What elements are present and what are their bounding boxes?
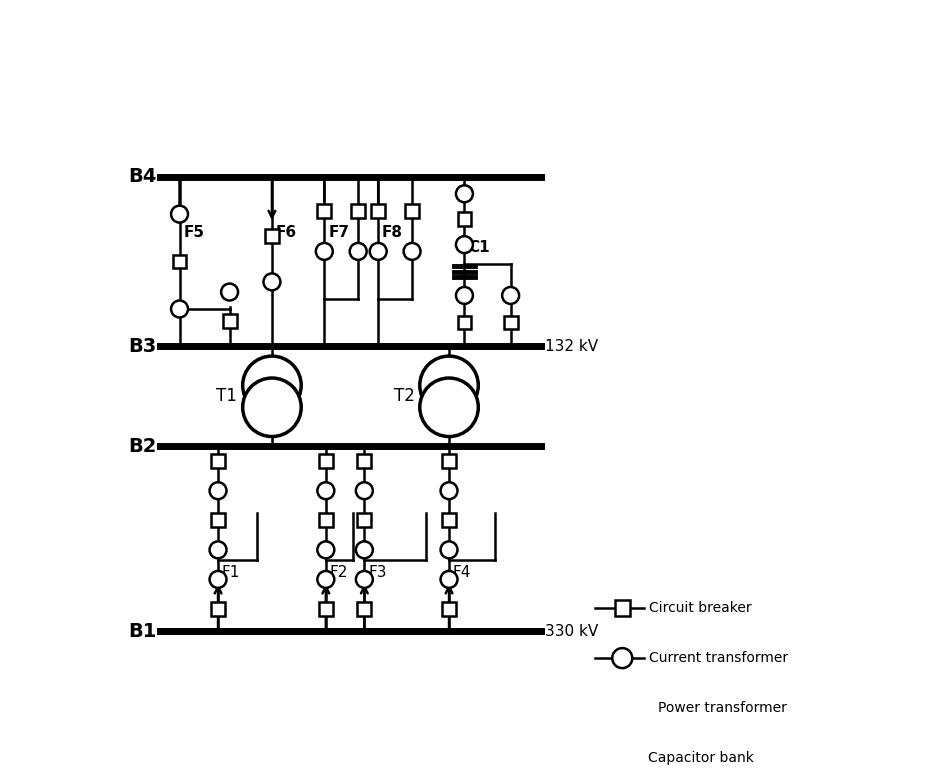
Bar: [357, 513, 371, 527]
Circle shape: [440, 571, 458, 588]
Circle shape: [356, 482, 373, 499]
Circle shape: [440, 482, 458, 499]
Bar: [614, 601, 630, 616]
Text: F8: F8: [382, 224, 403, 240]
Circle shape: [264, 273, 280, 290]
Text: C1: C1: [468, 240, 490, 255]
Bar: [371, 204, 385, 217]
Text: F5: F5: [183, 224, 204, 240]
Bar: [357, 454, 371, 468]
Circle shape: [315, 243, 333, 260]
Circle shape: [356, 541, 373, 558]
Bar: [211, 602, 225, 616]
Circle shape: [210, 482, 227, 499]
Text: F3: F3: [368, 564, 387, 580]
Circle shape: [420, 378, 478, 436]
Bar: [319, 602, 333, 616]
Circle shape: [210, 571, 227, 588]
Circle shape: [171, 300, 188, 317]
Circle shape: [317, 541, 334, 558]
Circle shape: [171, 206, 188, 223]
Text: B4: B4: [128, 167, 156, 187]
Bar: [319, 454, 333, 468]
Circle shape: [456, 287, 473, 304]
Bar: [442, 513, 456, 527]
Circle shape: [605, 696, 629, 720]
Bar: [317, 204, 331, 217]
Text: T1: T1: [216, 387, 238, 406]
Circle shape: [242, 378, 302, 436]
Circle shape: [210, 541, 227, 558]
Text: F6: F6: [276, 224, 297, 240]
Circle shape: [620, 696, 644, 720]
Text: F4: F4: [453, 564, 471, 580]
Bar: [458, 316, 472, 329]
Text: B3: B3: [129, 336, 156, 356]
Text: Power transformer: Power transformer: [658, 701, 787, 715]
Circle shape: [350, 243, 366, 260]
Text: Current transformer: Current transformer: [649, 651, 788, 665]
Circle shape: [502, 287, 519, 304]
Circle shape: [317, 482, 334, 499]
Circle shape: [242, 356, 302, 415]
Bar: [223, 314, 237, 328]
Text: Capacitor bank: Capacitor bank: [648, 751, 754, 765]
Bar: [352, 204, 365, 217]
Circle shape: [317, 571, 334, 588]
Circle shape: [612, 648, 633, 668]
Text: T2: T2: [393, 387, 414, 406]
Bar: [442, 454, 456, 468]
Bar: [211, 513, 225, 527]
Bar: [211, 454, 225, 468]
Text: 330 kV: 330 kV: [546, 624, 598, 639]
Circle shape: [456, 236, 473, 253]
Circle shape: [456, 185, 473, 202]
Circle shape: [221, 283, 238, 300]
Bar: [458, 212, 472, 226]
Text: F1: F1: [222, 564, 241, 580]
Text: Circuit breaker: Circuit breaker: [649, 601, 752, 615]
Bar: [442, 602, 456, 616]
Circle shape: [356, 571, 373, 588]
Text: 132 kV: 132 kV: [546, 339, 598, 354]
Text: F2: F2: [329, 564, 348, 580]
Bar: [357, 602, 371, 616]
Circle shape: [370, 243, 387, 260]
Text: F7: F7: [328, 224, 349, 240]
Circle shape: [440, 541, 458, 558]
Text: B2: B2: [128, 437, 156, 456]
Bar: [173, 255, 187, 269]
Bar: [265, 229, 278, 243]
Bar: [504, 316, 518, 329]
Text: B1: B1: [128, 621, 156, 641]
Bar: [405, 204, 419, 217]
Bar: [319, 513, 333, 527]
Circle shape: [420, 356, 478, 415]
Circle shape: [403, 243, 421, 260]
